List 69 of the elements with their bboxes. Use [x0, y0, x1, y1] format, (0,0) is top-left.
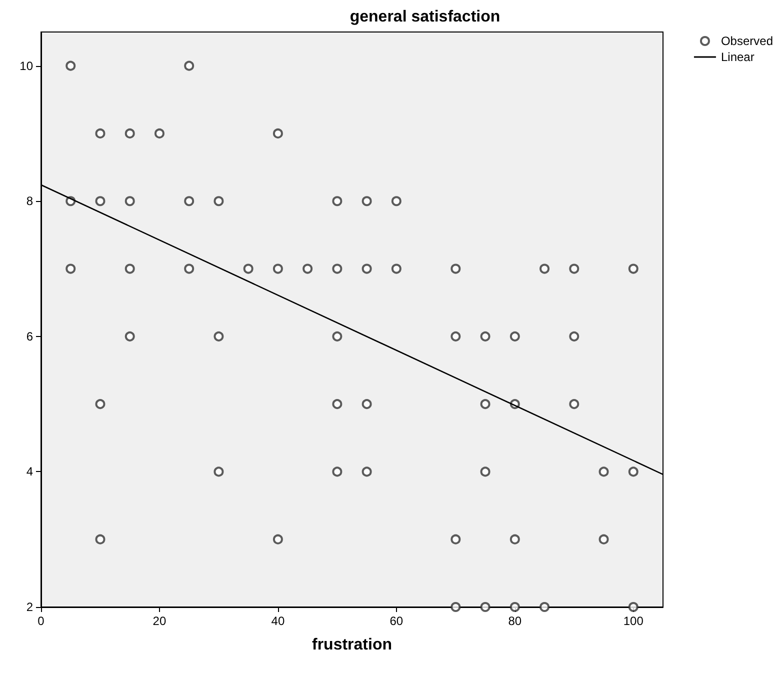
x-tick-label: 60: [390, 614, 404, 628]
point: [124, 331, 135, 342]
chart-title: general satisfaction: [350, 8, 500, 26]
point: [95, 534, 106, 544]
point: [450, 264, 461, 274]
point: [510, 602, 520, 612]
point: [124, 264, 135, 274]
point: [302, 264, 313, 274]
point: [450, 602, 461, 612]
point: [95, 128, 106, 138]
y-tick-label: 8: [26, 194, 34, 208]
point: [154, 128, 164, 138]
point: [362, 466, 372, 477]
point: [569, 331, 580, 342]
point: [124, 196, 135, 206]
point: [332, 331, 342, 342]
point: [124, 128, 135, 138]
x-axis-title: frustration: [312, 636, 392, 654]
point: [569, 399, 580, 410]
y-tick-label: 10: [20, 58, 34, 73]
x-tick-label: 80: [508, 614, 522, 628]
point: [450, 331, 461, 342]
point: [628, 264, 638, 274]
point: [391, 264, 402, 274]
point: [332, 196, 342, 206]
point: [480, 331, 490, 342]
point: [540, 264, 550, 274]
point: [272, 264, 283, 274]
point: [214, 196, 224, 206]
point: [66, 60, 76, 71]
point: [95, 399, 106, 410]
point: [272, 534, 283, 544]
x-tick-label: 20: [152, 614, 166, 628]
point: [214, 331, 224, 342]
point: [510, 534, 520, 544]
point: [480, 466, 490, 477]
point: [480, 399, 490, 410]
legend-label: Observed: [720, 34, 774, 48]
point: [540, 602, 550, 612]
point: [214, 466, 224, 477]
point: [272, 128, 283, 138]
point: [332, 264, 342, 274]
point: [362, 196, 372, 206]
point: [628, 602, 638, 612]
point: [450, 534, 461, 544]
y-tick-label: 2: [26, 600, 34, 614]
y-tick-label: 4: [26, 464, 34, 479]
x-tick-label: 0: [38, 614, 45, 628]
point: [362, 264, 372, 274]
x-tick-label: 100: [623, 614, 644, 628]
legend-label: Linear: [720, 50, 754, 64]
point: [598, 534, 609, 544]
x-tick-label: 40: [271, 614, 285, 628]
point: [598, 466, 609, 477]
point: [391, 196, 402, 206]
point: [628, 466, 638, 477]
point: [184, 60, 194, 71]
point: [184, 196, 194, 206]
point: [332, 466, 342, 477]
point: [95, 196, 106, 206]
point: [510, 331, 520, 342]
point: [184, 264, 194, 274]
point: [480, 602, 490, 612]
point: [332, 399, 342, 410]
y-tick-label: 6: [26, 329, 34, 344]
point: [243, 264, 254, 274]
point: [569, 264, 580, 274]
point: [66, 264, 76, 274]
point: [362, 399, 372, 410]
